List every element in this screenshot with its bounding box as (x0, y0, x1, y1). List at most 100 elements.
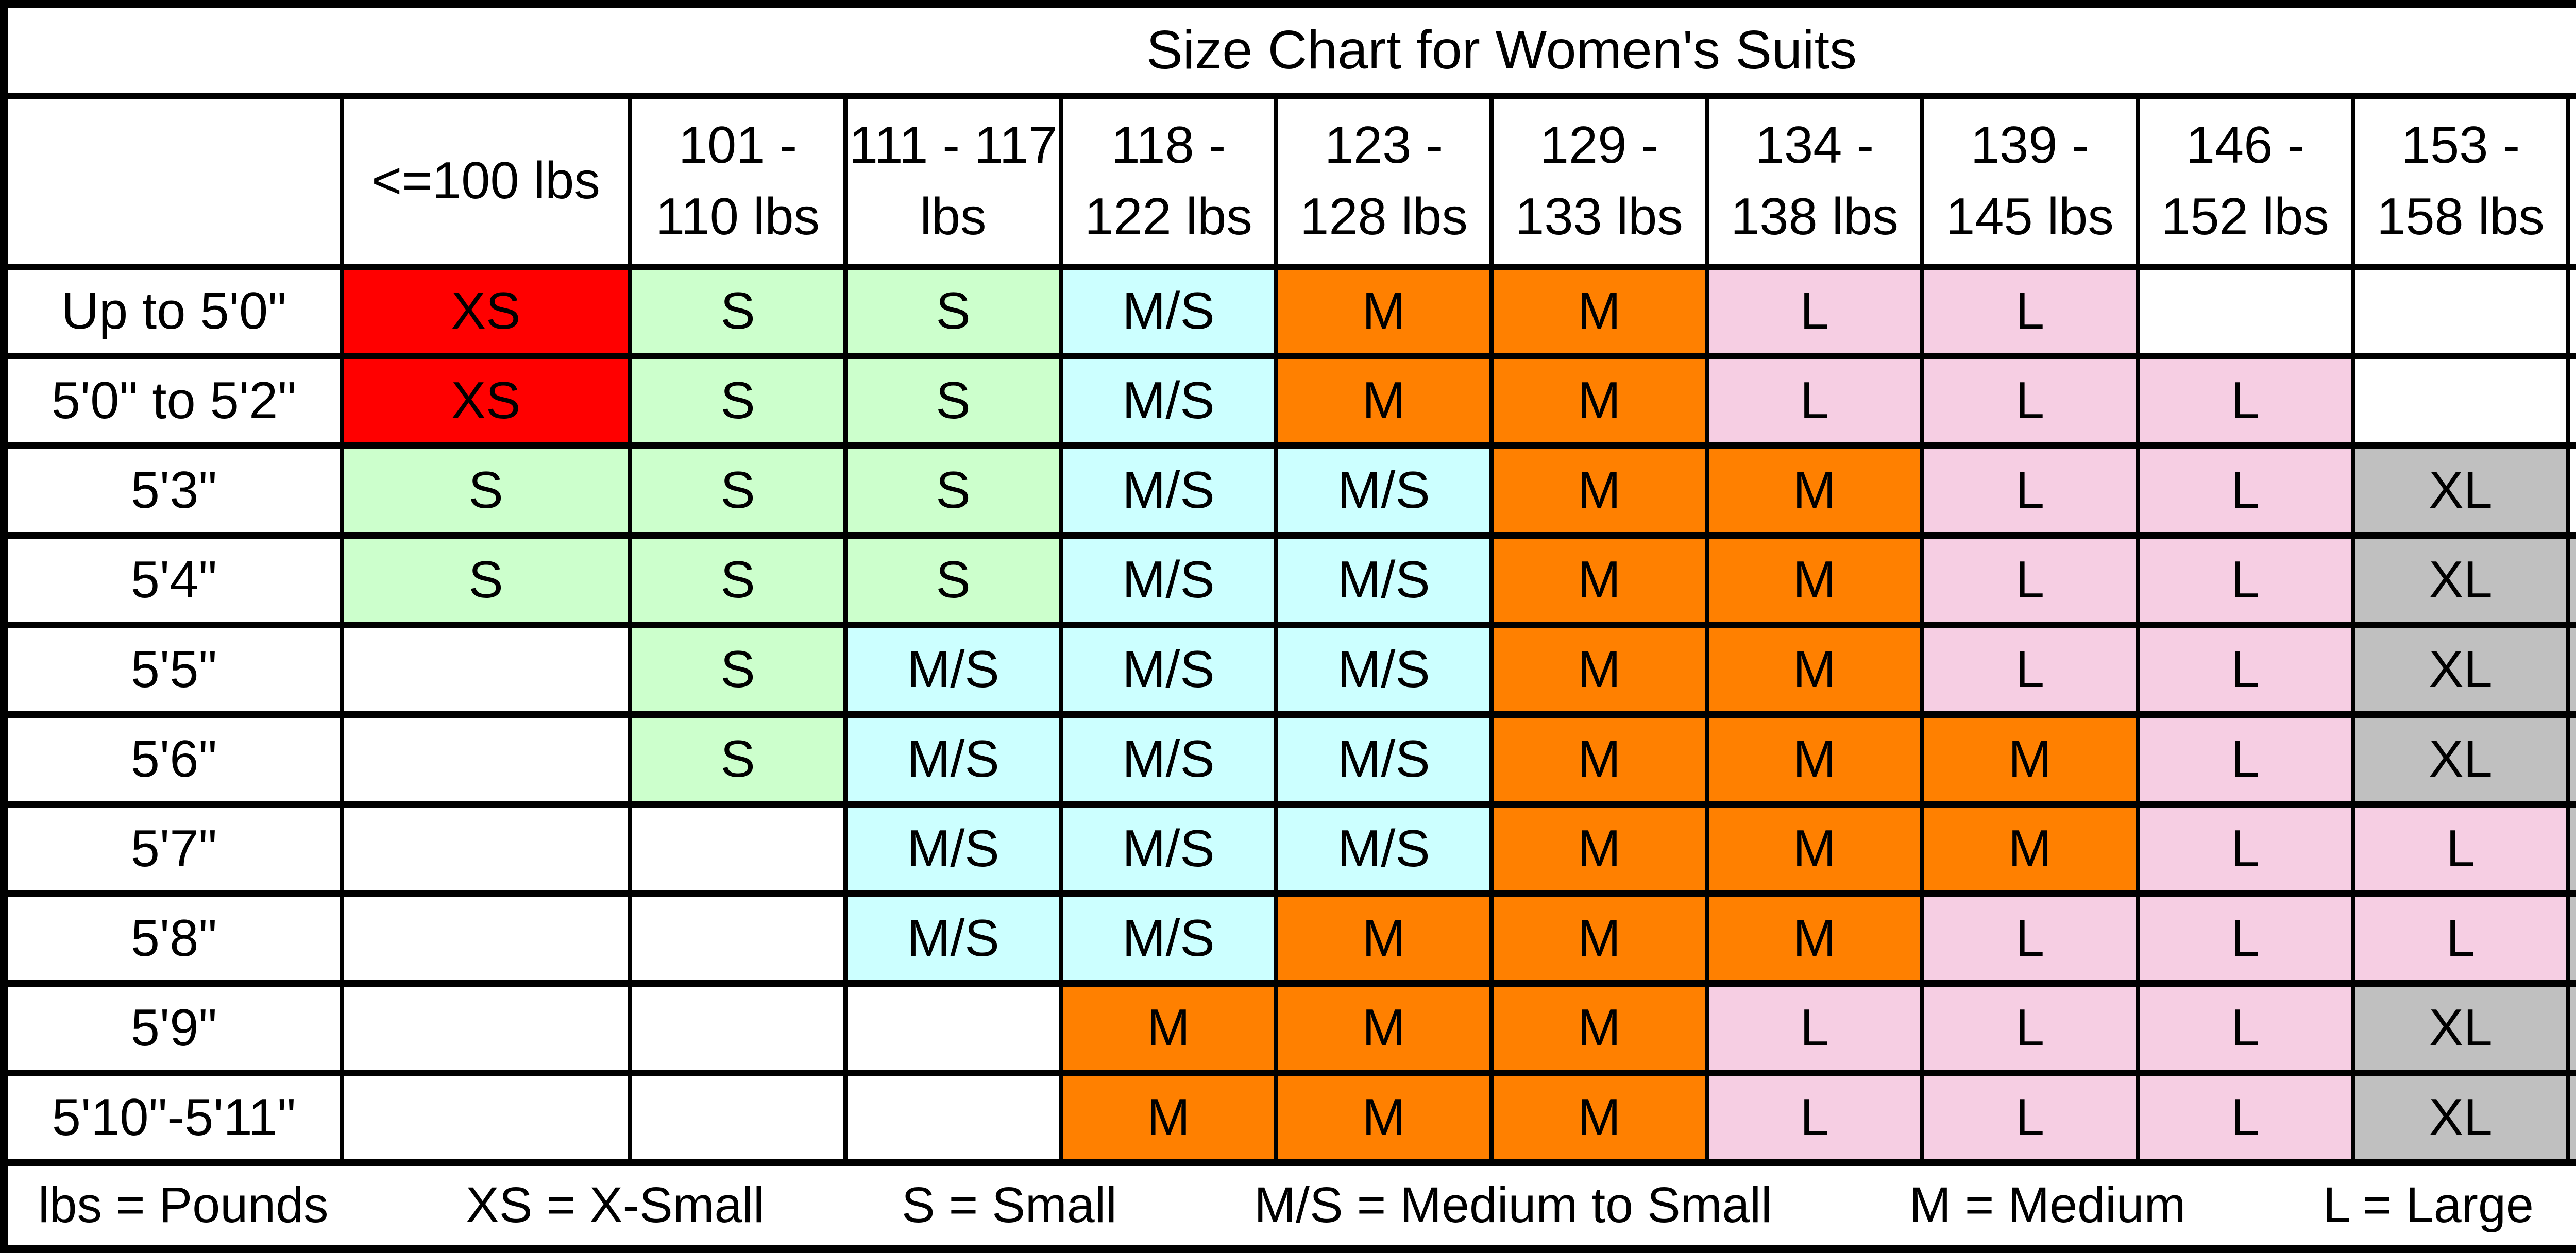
empty-size-cell (340, 890, 632, 987)
legend-item: L = Large (2323, 1177, 2534, 1233)
weight-range-header: 134 - 138 lbs (1705, 92, 1924, 270)
weight-range-header: <=100 lbs (340, 92, 632, 270)
size-cell: M/S (1059, 890, 1278, 987)
size-cell: M/S (1274, 711, 1494, 808)
height-row-header: 5'5" (2, 622, 344, 718)
weight-header-row: <=100 lbs 101 - 110 lbs 111 - 117 lbs 118 -… (2, 92, 2576, 270)
size-cell: M (1705, 711, 1924, 808)
empty-size-cell (628, 980, 848, 1076)
size-cell: M/S (843, 800, 1063, 897)
size-cell: M (1920, 711, 2140, 808)
size-cell: L (1705, 1069, 1924, 1166)
size-cell: L (1920, 442, 2140, 539)
empty-size-cell (2351, 263, 2570, 360)
size-cell: L (1920, 980, 2140, 1076)
size-cell: XL (2566, 890, 2576, 987)
empty-size-cell (340, 800, 632, 897)
size-cell: L (2136, 800, 2355, 897)
size-cell: M/S (1059, 622, 1278, 718)
empty-size-cell (628, 1069, 848, 1166)
size-cell: M (1920, 800, 2140, 897)
size-cell: L (1920, 1069, 2140, 1166)
table-row: 5'6"SM/SM/SM/SMMMLXLXLXL (2, 711, 2576, 808)
empty-size-cell (340, 711, 632, 808)
weight-range-header: 153 - 158 lbs (2351, 92, 2570, 270)
weight-range-header: 118 - 122 lbs (1059, 92, 1278, 270)
weight-range-header: 146 - 152 lbs (2136, 92, 2355, 270)
size-cell: XL (2351, 532, 2570, 629)
size-cell: XL (2566, 622, 2576, 718)
size-cell: S (843, 532, 1063, 629)
empty-size-cell (2351, 353, 2570, 450)
size-cell: M/S (1059, 711, 1278, 808)
size-cell: L (1920, 532, 2140, 629)
size-cell: M (1274, 353, 1494, 450)
size-cell: M (1489, 890, 1709, 987)
legend: lbs = Pounds XS = X-Small S = Small M/S = M… (8, 1176, 2576, 1234)
size-cell: XL (2351, 980, 2570, 1076)
size-cell: M (1489, 442, 1709, 539)
size-cell: M (1705, 532, 1924, 629)
size-cell: M (1489, 980, 1709, 1076)
size-cell: M/S (1059, 532, 1278, 629)
size-cell: L (2136, 622, 2355, 718)
legend-item: S = Small (901, 1177, 1117, 1233)
size-cell: S (628, 263, 848, 360)
size-cell: L (2136, 442, 2355, 539)
size-cell: XL (2566, 711, 2576, 808)
weight-range-header: 129 - 133 lbs (1489, 92, 1709, 270)
table-row: 5'7"M/SM/SM/SMMMLLXLXL (2, 800, 2576, 897)
size-cell: M (1489, 353, 1709, 450)
size-cell: M (1489, 1069, 1709, 1166)
table-row: 5'3" S S S M/S M/S M M L L XL (2, 442, 2576, 539)
height-row-header: 5'3" (2, 442, 344, 539)
empty-size-cell (340, 980, 632, 1076)
empty-size-cell (340, 1069, 632, 1166)
empty-size-cell (2566, 353, 2576, 450)
size-cell: M (1274, 1069, 1494, 1166)
size-cell: L (1920, 890, 2140, 987)
size-cell: XL (2566, 1069, 2576, 1166)
size-cell: XL (2351, 711, 2570, 808)
size-cell: L (1920, 263, 2140, 360)
size-cell: M (1274, 980, 1494, 1076)
size-cell: M (1489, 622, 1709, 718)
size-cell: L (2136, 711, 2355, 808)
size-cell: S (843, 263, 1063, 360)
size-cell: L (2351, 800, 2570, 897)
size-cell: M (1489, 263, 1709, 360)
size-cell: M (1705, 622, 1924, 718)
table-row: 5'10"-5'11"MMMLLLXLXLXL (2, 1069, 2576, 1166)
size-cell: M/S (1059, 263, 1278, 360)
empty-size-cell (843, 980, 1063, 1076)
weight-range-header: 111 - 117 lbs (843, 92, 1063, 270)
size-cell: S (843, 442, 1063, 539)
size-cell: L (1705, 980, 1924, 1076)
empty-size-cell (2566, 442, 2576, 539)
height-row-header: 5'9" (2, 980, 344, 1076)
size-cell: M (1489, 711, 1709, 808)
size-cell: XL (2566, 800, 2576, 897)
legend-row: lbs = Pounds XS = X-Small S = Small M/S = M… (2, 1159, 2576, 1252)
size-cell: M (1489, 800, 1709, 897)
size-cell: L (2136, 890, 2355, 987)
size-cell: XS (340, 353, 632, 450)
size-cell: XL (2566, 532, 2576, 629)
table-row: 5'0" to 5'2" XS S S M/S M M L L L (2, 353, 2576, 450)
size-cell: S (628, 622, 848, 718)
size-cell: M/S (1274, 442, 1494, 539)
table-row: Up to 5'0" XS S S M/S M M L L (2, 263, 2576, 360)
size-cell: M (1274, 263, 1494, 360)
size-cell: M (1705, 800, 1924, 897)
size-cell: L (2136, 1069, 2355, 1166)
size-cell: L (1920, 622, 2140, 718)
table-row: 5'5"SM/SM/SM/SMMLLXLXL (2, 622, 2576, 718)
size-cell: S (628, 711, 848, 808)
legend-item: M = Medium (1909, 1177, 2186, 1233)
size-cell: XL (2351, 1069, 2570, 1166)
legend-item: XS = X-Small (466, 1177, 765, 1233)
empty-size-cell (340, 622, 632, 718)
